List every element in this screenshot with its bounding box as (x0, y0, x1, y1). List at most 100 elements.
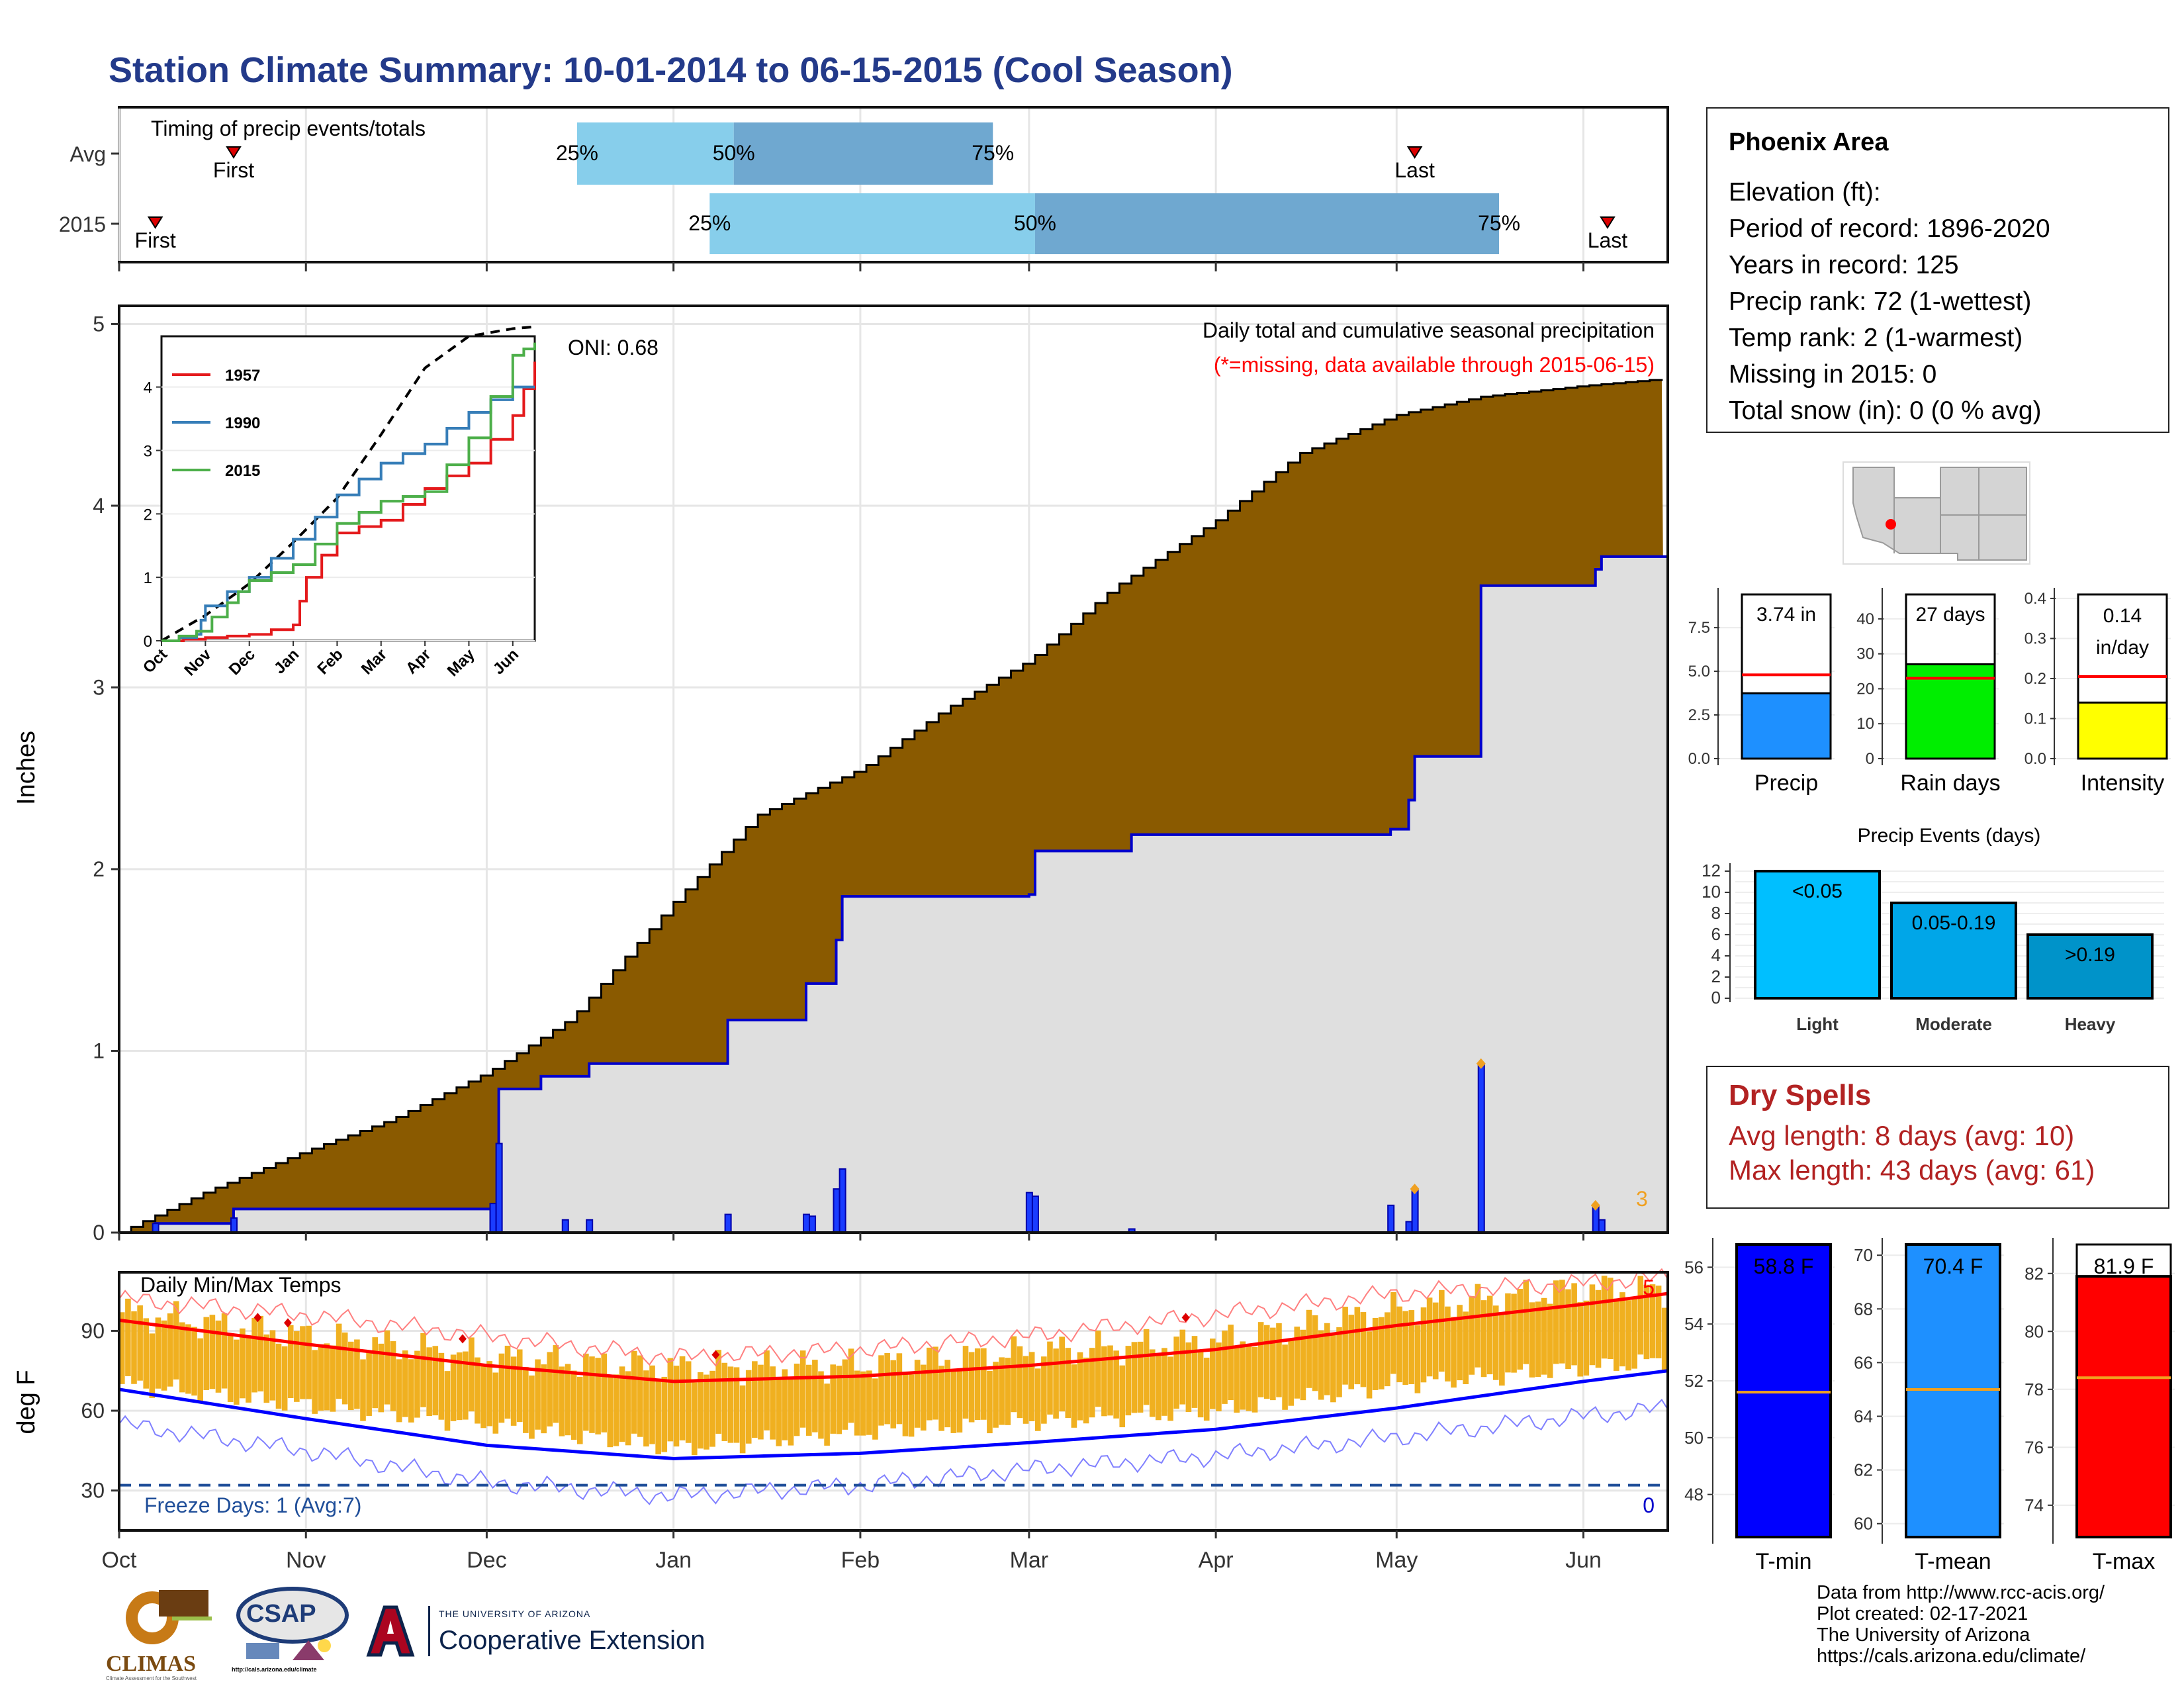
temperature-bars: 48 50 52 54 56 58.8 F T-min 60 62 64 66 68 70 70.4 F T… (1684, 1238, 2175, 1574)
events-bar (1754, 870, 1881, 1000)
tempbar-category-label: T-mean (1915, 1549, 1991, 1574)
daily-temp-bar (1222, 1331, 1228, 1404)
daily-temp-bar (1143, 1329, 1150, 1405)
events-ytick-label: 12 (1702, 861, 1721, 880)
daily-temp-bar (1390, 1292, 1396, 1374)
summary-value-label: 3.74 in (1756, 604, 1816, 626)
daily-temp-bar (782, 1369, 788, 1440)
location-map (1843, 461, 2030, 565)
daily-temp-bar (1571, 1283, 1577, 1366)
daily-temp-bar (456, 1352, 463, 1421)
daily-temp-bar (993, 1362, 999, 1428)
daily-temp-bar (583, 1353, 589, 1431)
daily-temp-bar (1083, 1357, 1089, 1424)
missing-note: (*=missing, data available through 2015-… (1214, 353, 1655, 377)
credit-source: Data from http://www.rcc-acis.org/ (1817, 1582, 2105, 1603)
daily-temp-bar (956, 1368, 963, 1433)
info-years: Years in record: 125 (1729, 251, 1959, 279)
daily-temp-bar (698, 1372, 704, 1449)
tempbar-value-label: 81.9 F (2094, 1254, 2154, 1278)
tempbar-ytick-label: 64 (1854, 1407, 1873, 1427)
daily-temp-bar (631, 1350, 637, 1434)
daily-temp-bar (788, 1378, 794, 1446)
record-max-count: 5 (1643, 1276, 1655, 1299)
daily-temp-bar (764, 1350, 770, 1430)
inset-legend-label: 1990 (225, 414, 260, 432)
daily-temp-bar (1372, 1317, 1379, 1390)
timing-q50-label: 50% (713, 141, 755, 165)
daily-temp-bar (619, 1366, 625, 1442)
tempbar-ytick-label: 52 (1684, 1371, 1704, 1391)
inset-ytick-label: 2 (144, 506, 152, 524)
daily-temp-bar (1463, 1311, 1469, 1385)
daily-temp-bar (962, 1346, 969, 1419)
dry-spells-max: Max length: 43 days (avg: 61) (1729, 1154, 2095, 1186)
events-category-label: Light (1796, 1014, 1839, 1034)
daily-temp-bar (824, 1383, 830, 1446)
daily-temp-bar (233, 1339, 240, 1405)
daily-temp-bar (341, 1332, 348, 1405)
timing-title: Timing of precip events/totals (151, 117, 426, 140)
daily-temp-bar (492, 1372, 499, 1434)
daily-temp-bar (1420, 1307, 1427, 1383)
events-ytick-label: 8 (1711, 903, 1721, 923)
daily-temp-bar (1583, 1300, 1590, 1376)
inset-frame (160, 335, 536, 642)
summary-ytick-label: 0.1 (2025, 710, 2046, 728)
first-event-marker (226, 146, 242, 159)
daily-temp-bar (1451, 1317, 1457, 1388)
daily-temp-bar (227, 1335, 234, 1402)
daily-temp-bar (643, 1370, 649, 1447)
daily-temp-bar (890, 1360, 897, 1429)
first-event-label: First (135, 228, 176, 252)
daily-temp-bar (209, 1315, 216, 1389)
daily-temp-bar (480, 1364, 486, 1429)
precip-event-count: 3 (1636, 1187, 1648, 1211)
temp-xtick-label: Mar (1010, 1548, 1049, 1573)
daily-temp-bar (324, 1343, 330, 1411)
daily-temp-bar (1276, 1323, 1282, 1397)
daily-temp-bar (119, 1312, 125, 1384)
daily-temp-bar (372, 1337, 379, 1409)
timing-panel: Timing of precip events/totals Avg 25% 50% 7… (59, 106, 1669, 271)
daily-temp-bar (974, 1348, 981, 1421)
daily-temp-bar (1017, 1346, 1023, 1419)
daily-temp-bar (240, 1328, 246, 1399)
temp-xtick-label: Feb (841, 1548, 880, 1573)
info-elevation: Elevation (ft): (1729, 178, 1881, 207)
tempbar-ytick-label: 74 (2025, 1495, 2044, 1515)
daily-temp-bar (709, 1370, 715, 1447)
daily-temp-bar (1300, 1329, 1306, 1401)
daily-temp-bar (1294, 1327, 1300, 1399)
daily-temp-bar (486, 1361, 493, 1427)
daily-temp-bar (1601, 1276, 1608, 1359)
daily-temp-bar (1643, 1284, 1650, 1360)
events-title: Precip Events (days) (1858, 825, 2041, 847)
inset-ytick-label: 1 (144, 569, 152, 587)
daily-temp-bar (1492, 1305, 1499, 1380)
inset-legend-label: 1957 (225, 367, 260, 385)
climas-subtitle: Climate Assessment for the Southwest (106, 1675, 197, 1681)
main-ytick-label: 5 (93, 312, 105, 336)
events-bar-label: 0.05-0.19 (1912, 912, 1996, 934)
daily-temp-bar (691, 1382, 698, 1456)
record-max-line (118, 1268, 1668, 1367)
daily-temp-bar (1306, 1309, 1312, 1388)
daily-temp-bar (360, 1359, 366, 1421)
inset-ytick-label: 3 (144, 443, 152, 461)
daily-precip-bar (152, 1223, 159, 1234)
daily-temp-bar (999, 1357, 1005, 1425)
summary-value-label: 27 days (1915, 604, 1985, 626)
daily-temp-bar (1263, 1325, 1270, 1399)
record-min-count: 0 (1643, 1493, 1655, 1517)
daily-temp-bar (1034, 1368, 1041, 1431)
tempbar-ytick-label: 48 (1684, 1485, 1704, 1505)
daily-temp-bar (1210, 1338, 1216, 1409)
events-ytick-label: 2 (1711, 966, 1721, 986)
events-bar-label: >0.19 (2065, 944, 2115, 966)
daily-temp-bar (733, 1367, 740, 1443)
daily-temp-bar (1053, 1348, 1059, 1419)
daily-temp-bar (1396, 1306, 1402, 1383)
daily-temp-bar (438, 1352, 445, 1420)
